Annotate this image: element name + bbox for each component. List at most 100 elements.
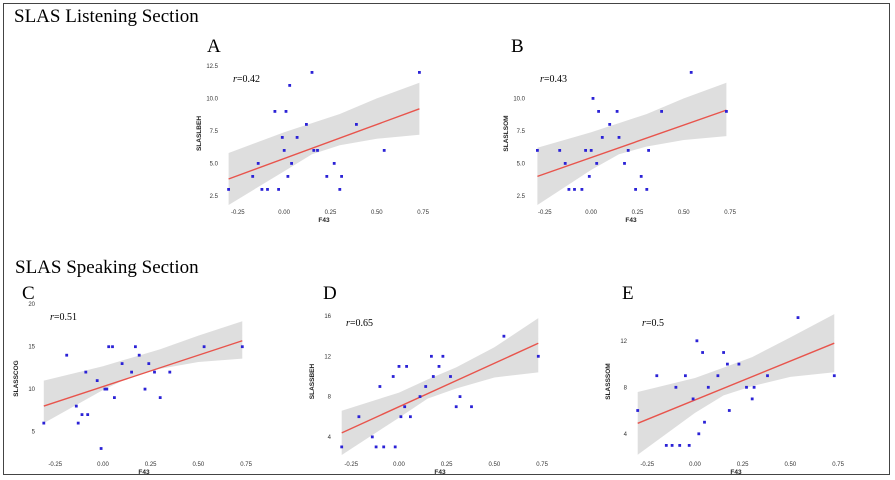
x-tick-label: 0.75: [832, 462, 844, 468]
y-tick-label: 10.0: [513, 96, 525, 102]
y-tick-label: 15: [28, 345, 35, 351]
confidence-band: [637, 314, 835, 455]
data-point: [325, 175, 329, 178]
data-point: [418, 71, 421, 74]
y-tick-label: 2.5: [517, 194, 526, 200]
data-point: [280, 136, 284, 139]
x-tick-label: -0.25: [231, 210, 245, 216]
data-point: [722, 351, 725, 354]
data-point: [437, 365, 441, 368]
figure-frame: [3, 3, 890, 475]
data-point: [357, 415, 361, 419]
x-tick-label: 0.75: [536, 462, 548, 468]
x-tick-label: 0.50: [785, 462, 797, 468]
data-point: [374, 445, 378, 449]
y-tick-label: 12: [324, 354, 331, 360]
x-tick-label: 0.25: [325, 210, 337, 216]
panel-letter-c: C: [22, 283, 35, 304]
correlation-label: r=0.5: [642, 318, 664, 329]
data-point: [706, 385, 710, 389]
data-point: [113, 396, 116, 399]
data-point: [147, 362, 151, 365]
data-point: [256, 162, 260, 165]
data-point: [645, 188, 649, 191]
panel-letter-a: A: [207, 36, 221, 57]
data-point: [615, 110, 619, 113]
panel-letter-e: E: [622, 283, 634, 304]
section-title-listening: SLAS Listening Section: [14, 6, 199, 27]
data-point: [316, 149, 319, 152]
data-point: [382, 445, 386, 449]
data-point: [332, 162, 336, 165]
x-tick-label: 0.00: [278, 210, 290, 216]
data-point: [725, 110, 728, 113]
data-point: [168, 370, 172, 374]
data-point: [674, 385, 678, 389]
y-tick-label: 5: [32, 430, 36, 436]
data-point: [766, 374, 769, 378]
data-point: [580, 188, 584, 191]
data-point: [597, 110, 600, 113]
data-point: [670, 444, 674, 447]
data-point: [312, 149, 316, 152]
y-axis-label: SLASSSOM: [605, 363, 612, 399]
data-point: [409, 415, 412, 419]
y-axis-label: SLASLBEH: [196, 116, 203, 151]
x-tick-label: 0.00: [585, 210, 597, 216]
x-tick-label: 0.25: [632, 210, 644, 216]
data-point: [589, 149, 593, 152]
data-point: [701, 351, 704, 354]
x-tick-label: 0.75: [417, 210, 429, 216]
data-point: [689, 71, 693, 74]
data-point: [282, 149, 286, 152]
y-tick-label: 4: [328, 435, 332, 441]
data-point: [752, 385, 756, 389]
x-axis-label: F43: [434, 469, 446, 476]
data-point: [647, 149, 650, 152]
data-point: [305, 123, 308, 126]
data-point: [623, 162, 626, 165]
x-tick-label: 0.50: [489, 462, 501, 468]
y-tick-label: 10.0: [206, 96, 218, 102]
data-point: [76, 421, 80, 425]
correlation-label: r=0.42: [233, 74, 260, 85]
data-point: [691, 397, 695, 401]
data-point: [639, 175, 643, 178]
regression-line: [228, 108, 420, 180]
x-tick-label: -0.25: [538, 210, 552, 216]
y-tick-label: 12: [620, 339, 627, 345]
data-point: [431, 375, 435, 378]
data-point: [111, 345, 114, 349]
data-point: [403, 405, 407, 409]
panel-letter-b: B: [511, 36, 524, 57]
data-point: [130, 370, 133, 374]
x-axis-label: F43: [730, 469, 742, 476]
data-point: [391, 375, 395, 378]
regression-line: [537, 109, 727, 178]
data-point: [441, 354, 445, 358]
data-point: [664, 444, 668, 447]
x-tick-label: 0.00: [97, 462, 109, 468]
panel-letter-d: D: [323, 283, 337, 304]
data-point: [470, 405, 473, 409]
data-point: [42, 421, 46, 425]
x-tick-label: 0.25: [737, 462, 749, 468]
regression-line: [43, 340, 243, 407]
data-point: [424, 385, 428, 388]
data-point: [727, 409, 731, 412]
x-tick-label: -0.25: [640, 462, 654, 468]
x-tick-label: 0.50: [678, 210, 690, 216]
confidence-band: [341, 318, 539, 455]
data-point: [595, 162, 599, 165]
data-point: [340, 175, 343, 178]
y-tick-label: 7.5: [517, 129, 526, 135]
data-point: [716, 374, 720, 378]
data-point: [584, 149, 587, 152]
y-tick-label: 12.5: [206, 64, 218, 70]
correlation-label: r=0.51: [50, 312, 77, 323]
data-point: [558, 149, 562, 152]
